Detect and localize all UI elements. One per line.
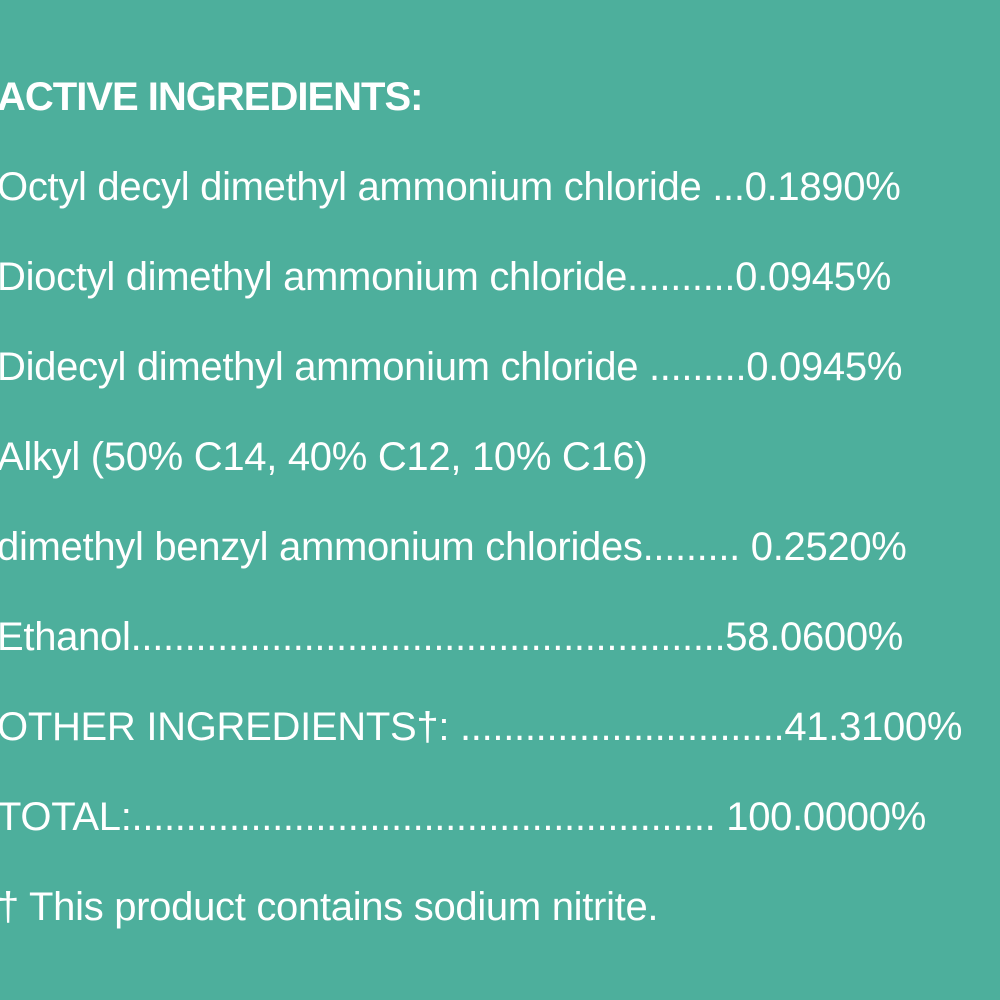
footnote: † This product contains sodium nitrite.: [0, 885, 659, 929]
ingredient-ethanol: Ethanol.................................…: [0, 615, 904, 659]
total: TOTAL:..................................…: [0, 795, 926, 839]
ingredient-dioctyl: Dioctyl dimethyl ammonium chloride......…: [0, 255, 891, 299]
ingredient-octyl-decyl: Octyl decyl dimethyl ammonium chloride .…: [0, 165, 901, 209]
ingredient-dimethyl-benzyl: dimethyl benzyl ammonium chlorides......…: [0, 525, 907, 569]
other-ingredients: OTHER INGREDIENTS†: ....................…: [0, 705, 963, 749]
active-ingredients-heading: ACTIVE INGREDIENTS:: [0, 75, 423, 119]
ingredient-alkyl: Alkyl (50% C14, 40% C12, 10% C16): [0, 435, 648, 479]
ingredient-didecyl: Didecyl dimethyl ammonium chloride .....…: [0, 345, 903, 389]
